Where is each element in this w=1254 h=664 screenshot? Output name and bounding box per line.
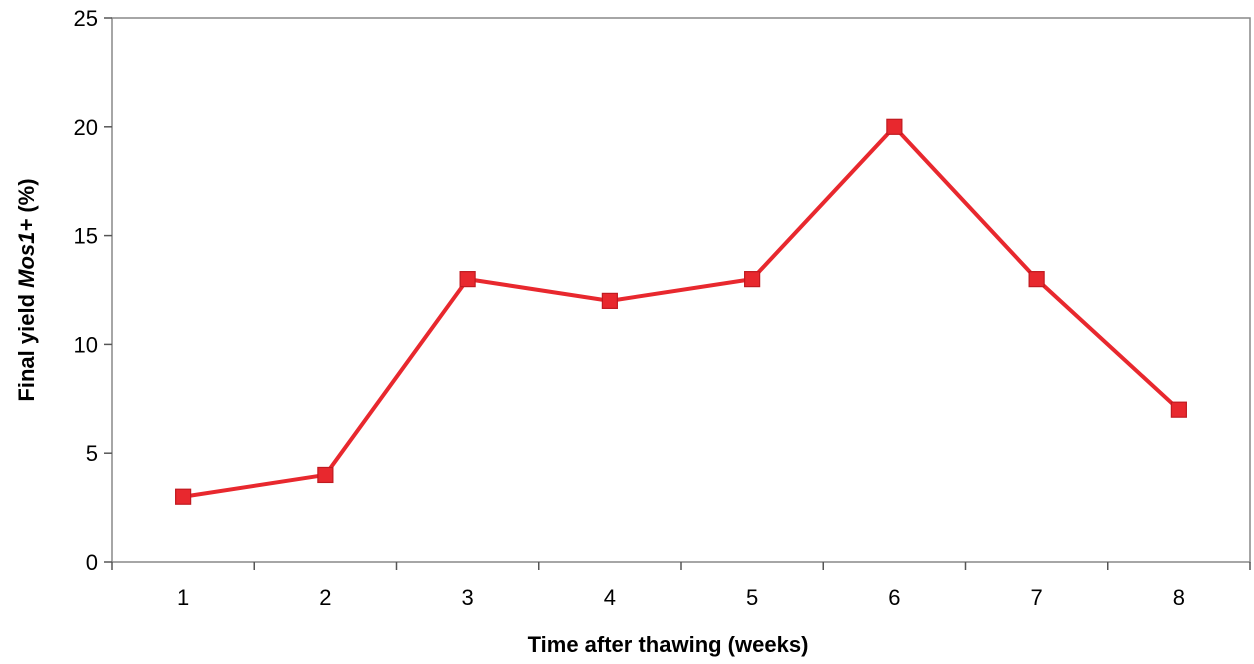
x-tick-label: 4 <box>604 585 616 610</box>
data-point-marker <box>175 488 192 505</box>
y-axis-title-suffix: (%) <box>14 178 39 218</box>
data-point-marker <box>1028 271 1045 288</box>
x-tick-label: 3 <box>462 585 474 610</box>
y-tick-label: 0 <box>86 550 98 575</box>
data-point-marker <box>317 466 334 484</box>
x-tick-label: 2 <box>319 585 331 610</box>
y-tick-label: 10 <box>74 332 98 357</box>
series-line <box>182 124 1181 499</box>
y-tick-label: 5 <box>86 441 98 466</box>
x-tick-label: 5 <box>746 585 758 610</box>
y-axis-title-prefix: Final yield <box>14 288 39 402</box>
y-tick-label: 25 <box>74 6 98 31</box>
data-point-marker <box>459 271 476 288</box>
x-tick-label: 7 <box>1031 585 1043 610</box>
y-axis-title: Final yield Mos1+ (%) <box>14 178 39 401</box>
x-tick-label: 1 <box>177 585 189 610</box>
series-layer <box>175 118 1187 505</box>
y-tick-label: 20 <box>74 115 98 140</box>
x-axis-title: Time after thawing (weeks) <box>528 632 809 657</box>
x-tick-label: 8 <box>1173 585 1185 610</box>
y-axis-title-italic: Mos1+ <box>14 219 39 288</box>
y-tick-label: 15 <box>74 224 98 249</box>
data-point-marker <box>1170 401 1187 418</box>
x-tick-label: 6 <box>888 585 900 610</box>
data-point-marker <box>601 292 618 309</box>
data-point-marker <box>886 118 903 135</box>
data-point-marker <box>744 271 761 288</box>
y-axis: 0 5 10 15 20 25 <box>74 6 112 575</box>
x-axis: 1 2 3 4 5 6 7 8 <box>111 562 1251 610</box>
